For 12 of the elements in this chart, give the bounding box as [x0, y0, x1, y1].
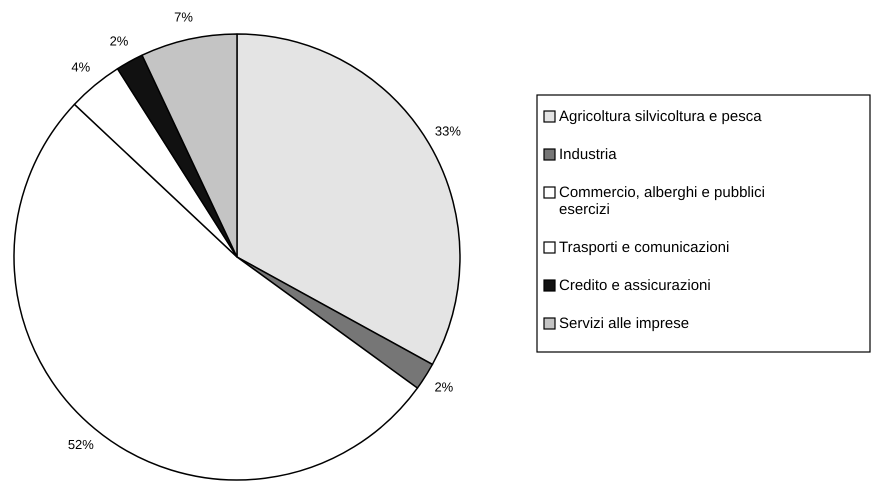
legend-label: Trasporti e comunicazioni — [559, 238, 730, 256]
data-label: 33% — [434, 124, 462, 139]
legend-label: Servizi alle imprese — [559, 314, 690, 332]
data-label: 4% — [71, 60, 91, 75]
legend-label: Industria — [559, 146, 618, 163]
data-label: 7% — [174, 9, 194, 24]
legend-label: Commercio, alberghi e pubblici esercizi — [559, 184, 765, 218]
legend-label: Credito e assicurazioni — [559, 276, 711, 294]
data-label: 2% — [434, 380, 454, 395]
data-label: 2% — [110, 34, 129, 49]
legend-label: Agricoltura silvicoltura e pesca — [559, 108, 762, 125]
data-label: 52% — [68, 437, 94, 452]
